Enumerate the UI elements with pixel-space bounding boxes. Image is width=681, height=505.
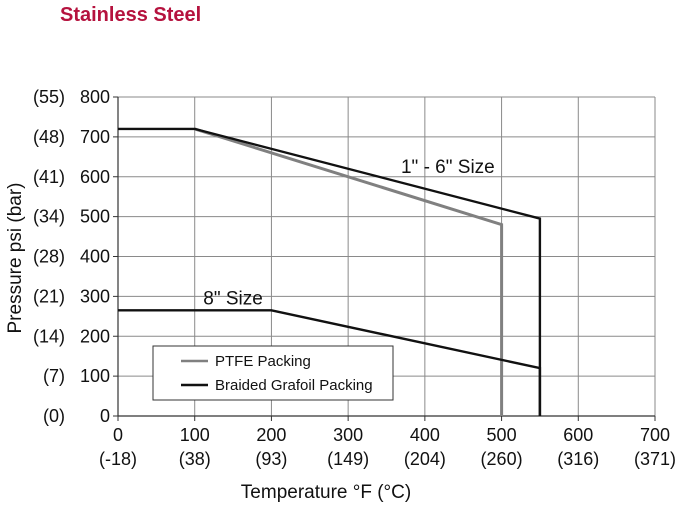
x-axis-label: Temperature °F (°C) [241, 482, 411, 503]
x-tick-sublabel: (204) [404, 449, 446, 469]
series-line-1 [194, 127, 504, 416]
legend-box [152, 345, 394, 401]
y-tick-label: 500 [80, 207, 110, 227]
legend-label-1: PTFE Packing [215, 353, 311, 370]
y-tick-sublabel: (48) [33, 127, 65, 147]
x-tick-label: 400 [410, 425, 440, 445]
y-tick-label: 800 [80, 87, 110, 107]
x-tick-label: 600 [563, 425, 593, 445]
y-tick-label: 100 [80, 366, 110, 386]
y-tick-sublabel: (0) [43, 406, 65, 426]
y-tick-sublabel: (21) [33, 286, 65, 306]
y-tick-sublabel: (41) [33, 167, 65, 187]
legend-label-2: Braided Grafoil Packing [215, 377, 373, 394]
x-tick-sublabel: (149) [327, 449, 369, 469]
x-tick-sublabel: (316) [557, 449, 599, 469]
y-tick-label: 400 [80, 247, 110, 267]
legend: PTFE Packing Braided Grafoil Packing [152, 345, 394, 401]
y-tick-label: 200 [80, 326, 110, 346]
annotation-1: 1" - 6" Size [401, 157, 495, 178]
y-tick-sublabel: (34) [33, 207, 65, 227]
x-tick-sublabel: (38) [179, 449, 211, 469]
axes [113, 96, 656, 421]
x-tick-label: 100 [180, 425, 210, 445]
series-line-3 [118, 309, 542, 416]
x-tick-label: 0 [113, 425, 123, 445]
y-tick-sublabel: (7) [43, 366, 65, 386]
page-title: Stainless Steel [60, 4, 202, 26]
y-tick-label: 300 [80, 286, 110, 306]
y-tick-sublabel: (55) [33, 87, 65, 107]
x-tick-sublabel: (93) [255, 449, 287, 469]
y-tick-sublabel: (28) [33, 247, 65, 267]
y-tick-label: 600 [80, 167, 110, 187]
x-tick-label: 700 [640, 425, 670, 445]
x-tick-sublabel: (-18) [99, 449, 137, 469]
y-tick-label: 700 [80, 127, 110, 147]
annotations: 1" - 6" Size 8" Size [203, 157, 494, 310]
x-tick-sublabel: (260) [481, 449, 523, 469]
y-tick-labels: 0 (0) 100 (7) 200 (14) 300 (21) 400 (28) 500 (34) 60… [33, 87, 110, 426]
x-tick-label: 500 [487, 425, 517, 445]
annotation-2: 8" Size [203, 288, 263, 309]
x-tick-labels: 0 (-18) 100 (38) 200 (93) 300 (149) 400 (204) 500 (… [99, 425, 676, 469]
y-tick-label: 0 [100, 406, 110, 426]
series-lines [118, 127, 542, 416]
series-line-2 [118, 127, 542, 416]
x-tick-sublabel: (371) [634, 449, 676, 469]
y-axis-label: Pressure psi (bar) [5, 183, 26, 334]
x-tick-label: 300 [333, 425, 363, 445]
x-tick-label: 200 [256, 425, 286, 445]
y-tick-sublabel: (14) [33, 326, 65, 346]
